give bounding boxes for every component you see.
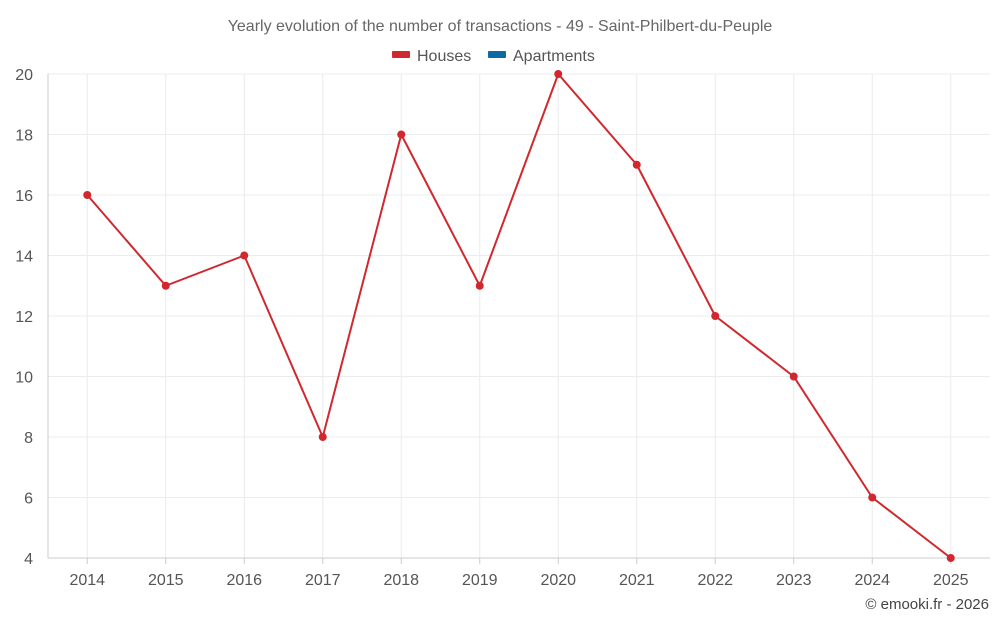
legend-swatch-houses: [392, 51, 410, 58]
x-tick-label: 2016: [226, 572, 262, 589]
data-point-houses-2022[interactable]: [711, 312, 720, 320]
x-tick-label: 2024: [854, 572, 890, 589]
legend-item-houses[interactable]: Houses: [392, 48, 471, 65]
data-point-houses-2020[interactable]: [554, 70, 563, 78]
series-line-houses: [86, 73, 952, 559]
legend-label-houses: Houses: [417, 48, 471, 65]
x-tick-label: 2014: [69, 572, 105, 589]
x-tick-label: 2019: [462, 572, 498, 589]
y-tick-label: 6: [24, 491, 33, 508]
y-tick-label: 14: [15, 249, 33, 266]
y-tick-label: 8: [24, 430, 33, 447]
legend-label-apartments: Apartments: [513, 48, 595, 65]
data-point-houses-2023[interactable]: [789, 372, 798, 381]
x-tick-label: 2015: [148, 572, 184, 589]
x-tick-label: 2021: [619, 572, 655, 589]
data-point-houses-2025[interactable]: [946, 554, 955, 562]
legend: Houses Apartments: [392, 48, 595, 65]
credit-text: © emooki.fr - 2026: [865, 596, 989, 613]
data-point-houses-2017[interactable]: [318, 433, 327, 441]
x-tick-label: 2017: [305, 572, 341, 589]
data-point-houses-2014[interactable]: [83, 191, 92, 199]
y-tick-label: 10: [15, 370, 33, 387]
x-tick-label: 2025: [933, 572, 969, 589]
data-point-houses-2021[interactable]: [632, 160, 641, 169]
x-axis: 2014 2015 2016 2017 2018 2019 2020 2021 2022 2023…: [48, 557, 990, 589]
x-tick-label: 2018: [383, 572, 419, 589]
x-tick-label: 2020: [540, 572, 576, 589]
y-tick-label: 18: [15, 128, 33, 145]
data-point-houses-2016[interactable]: [240, 251, 249, 260]
data-point-houses-2019[interactable]: [475, 281, 484, 290]
y-axis: 4 6 8 10 12 14 16 18 20: [15, 67, 49, 568]
data-point-houses-2018[interactable]: [397, 130, 406, 139]
gridlines: [48, 73, 990, 558]
y-tick-label: 12: [15, 309, 33, 326]
chart-title: Yearly evolution of the number of transa…: [228, 18, 773, 35]
y-tick-label: 20: [15, 67, 33, 84]
data-point-houses-2024[interactable]: [868, 493, 877, 502]
y-tick-label: 16: [15, 188, 33, 205]
legend-item-apartments[interactable]: Apartments: [488, 48, 595, 65]
data-point-houses-2015[interactable]: [161, 281, 170, 290]
legend-swatch-apartments: [488, 51, 506, 58]
y-tick-label: 4: [24, 551, 33, 568]
x-tick-label: 2022: [697, 572, 733, 589]
x-tick-label: 2023: [776, 572, 812, 589]
plot-area: [83, 70, 955, 562]
